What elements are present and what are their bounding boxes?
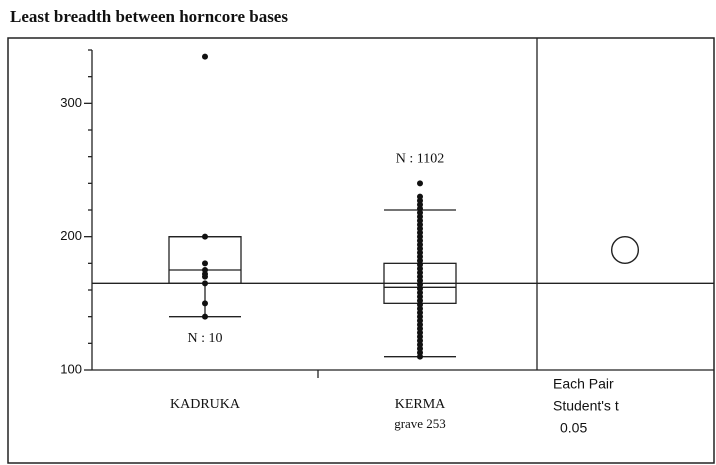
n-label: N : 10	[188, 331, 223, 346]
point	[417, 180, 423, 187]
point	[202, 260, 208, 267]
point	[202, 313, 208, 320]
x-tick-label: KERMA	[395, 397, 446, 412]
point	[202, 273, 208, 280]
frame	[7, 37, 715, 464]
y-tick-label: 100	[60, 361, 82, 376]
y-tick-label: 200	[60, 228, 82, 243]
n-label: N : 1102	[396, 152, 444, 167]
point	[202, 300, 208, 307]
point	[202, 280, 208, 287]
comparison-label: Each Pair	[553, 376, 614, 392]
x-tick-label: KADRUKA	[170, 397, 241, 412]
comparison-label: Student's t	[553, 398, 619, 414]
point	[202, 53, 208, 60]
y-tick-label: 300	[60, 95, 82, 110]
x-tick-sublabel: grave 253	[394, 416, 446, 431]
point	[417, 193, 423, 200]
comparison-label: 0.05	[560, 420, 587, 436]
chart-title: Least breadth between horncore bases	[10, 7, 288, 26]
point	[202, 233, 208, 240]
comparison-circle	[610, 235, 640, 265]
